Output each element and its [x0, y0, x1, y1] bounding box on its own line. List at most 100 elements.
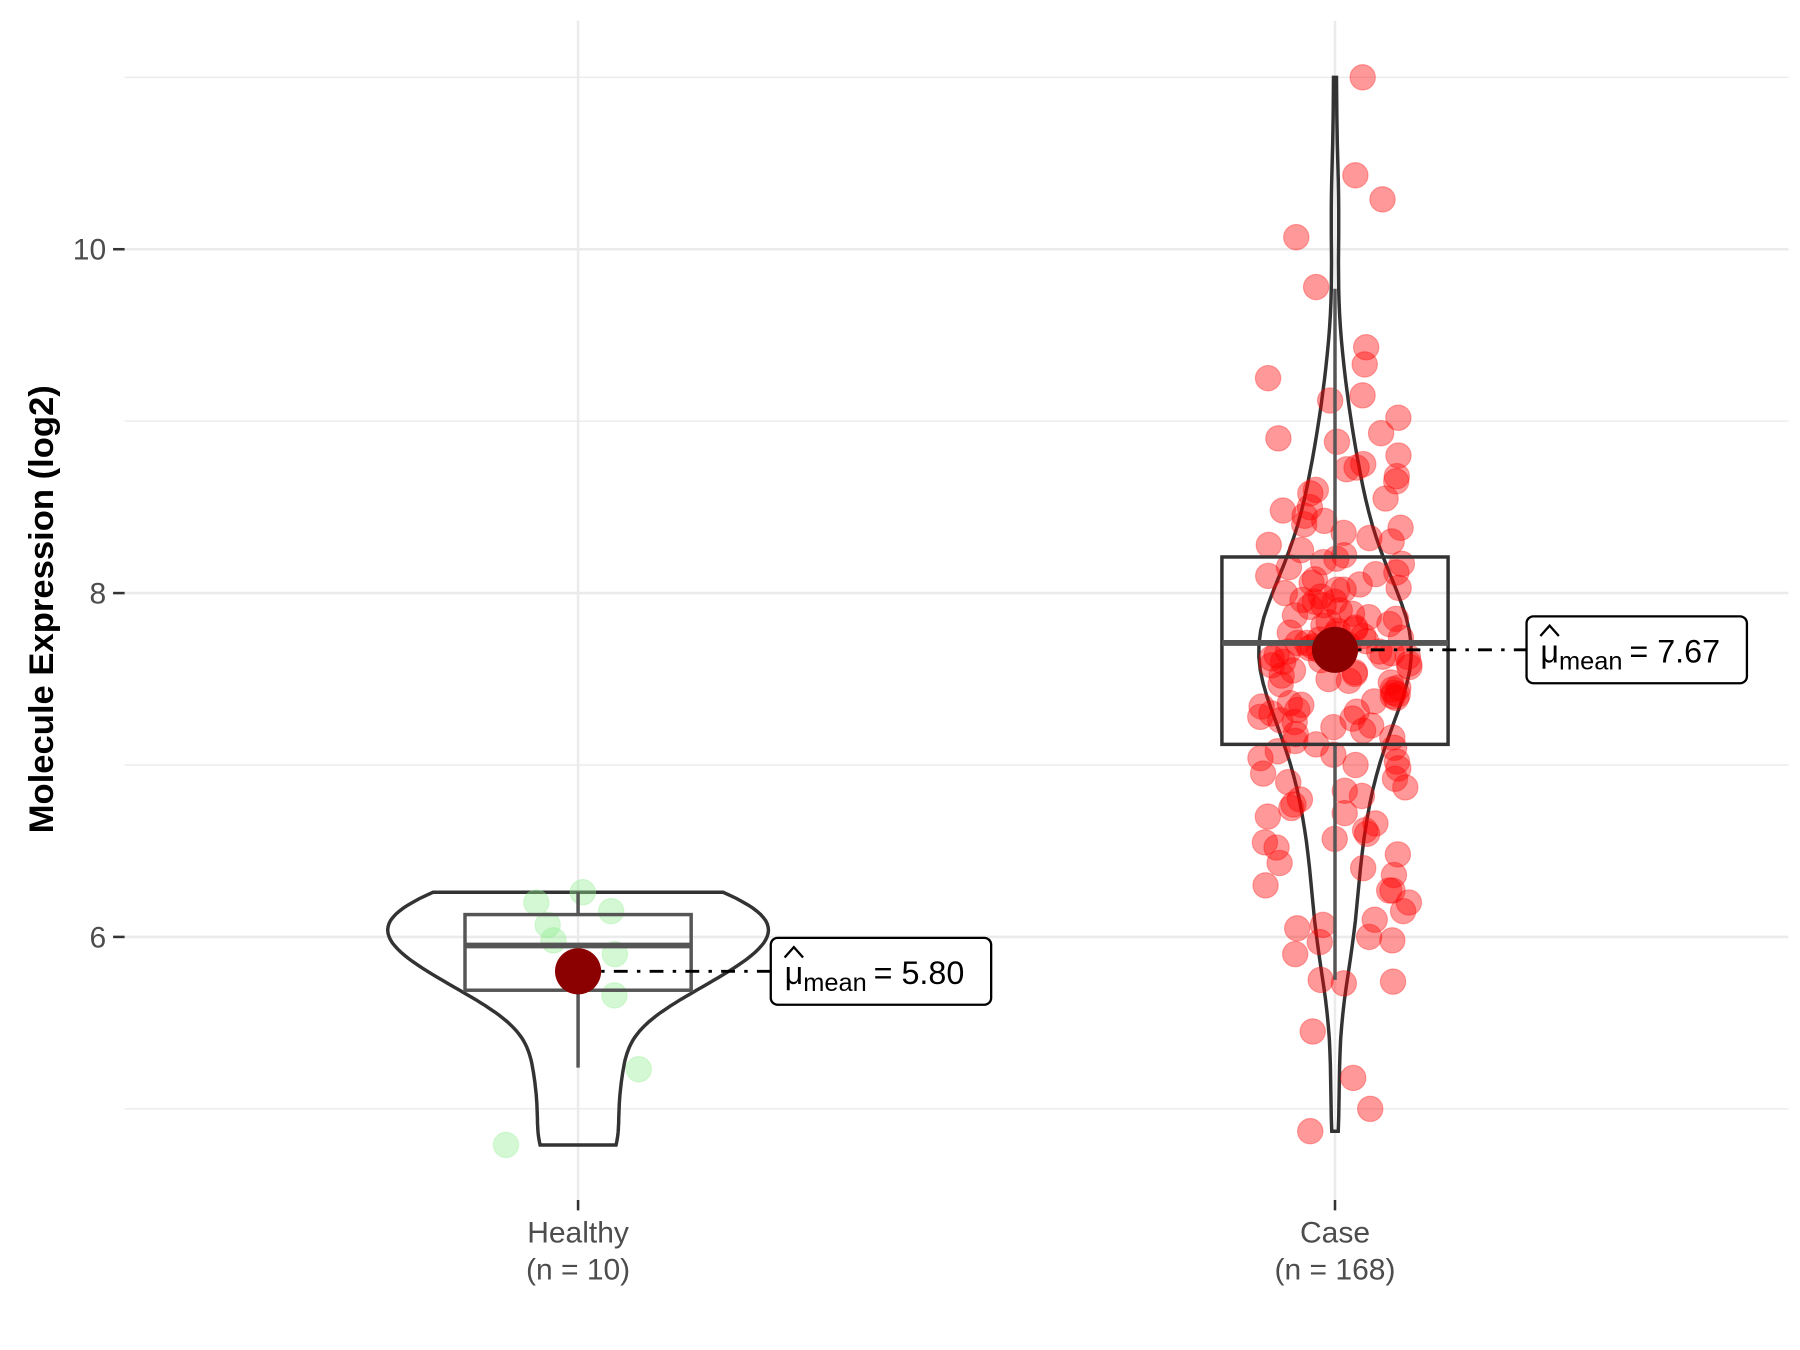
data-point [1298, 569, 1325, 597]
data-point [1383, 462, 1411, 490]
data-point [1268, 662, 1295, 689]
data-point [1291, 502, 1318, 529]
data-point [1269, 648, 1297, 676]
data-point [1355, 923, 1383, 951]
data-point [1387, 514, 1414, 542]
data-point [1331, 777, 1359, 805]
data-point [1282, 727, 1309, 755]
data-point [1372, 485, 1399, 512]
data-point [1330, 970, 1358, 997]
data-point [1326, 597, 1354, 624]
data-point [1351, 351, 1378, 378]
data-point [1307, 966, 1335, 994]
mean-subscript: mean [803, 969, 866, 997]
data-point [1343, 698, 1371, 725]
data-point [1375, 877, 1403, 904]
data-point [1383, 748, 1411, 775]
data-point [597, 897, 625, 925]
data-point [1296, 493, 1324, 521]
data-point [1377, 669, 1405, 696]
data-point [1349, 382, 1376, 409]
data-point [1389, 897, 1417, 925]
data-point [1323, 428, 1351, 456]
data-point [492, 1131, 520, 1159]
data-point [1380, 861, 1408, 889]
data-point [1385, 755, 1412, 782]
data-point [1382, 605, 1410, 633]
data-point [1290, 511, 1318, 538]
data-point [1355, 603, 1383, 631]
data-point [1249, 760, 1277, 787]
data-point [1367, 419, 1395, 447]
data-point [1266, 849, 1293, 877]
data-point [1282, 720, 1309, 748]
data-point [1395, 889, 1423, 916]
data-point [523, 889, 550, 916]
data-point [1396, 653, 1423, 681]
mean-label: μmean = 5.80 [785, 955, 965, 997]
data-point [1385, 674, 1412, 701]
data-point [1283, 223, 1310, 251]
data-point [1297, 480, 1324, 507]
mean-value: = 7.67 [1629, 634, 1720, 670]
x-tick-n-label: (n = 168) [1275, 1254, 1396, 1287]
mean-symbol: μ [1540, 634, 1559, 670]
data-point [1351, 817, 1379, 844]
data-point [1281, 940, 1309, 968]
mean-symbol: μ [785, 955, 804, 991]
y-axis-title: Molecule Expression (log2) [23, 385, 61, 833]
data-point [1385, 442, 1412, 469]
data-point [1379, 676, 1406, 703]
data-point [1362, 810, 1389, 837]
mean-value: = 5.80 [874, 955, 965, 991]
hat-icon [783, 945, 804, 959]
data-point [1281, 602, 1309, 629]
data-point [1274, 768, 1302, 796]
data-point [1258, 700, 1285, 727]
data-point [1302, 476, 1330, 504]
data-point [1342, 751, 1369, 779]
data-point [1362, 560, 1389, 588]
data-point [1276, 689, 1304, 717]
data-point [1361, 906, 1389, 933]
data-point [534, 911, 561, 939]
mean-label: μmean = 7.67 [1540, 634, 1720, 676]
data-point [540, 927, 567, 954]
data-point [1288, 691, 1315, 719]
data-point [1302, 273, 1330, 301]
violin-outline [385, 890, 771, 1147]
data-point [1281, 708, 1308, 736]
mean-label-box [769, 936, 993, 1006]
data-point [1301, 588, 1328, 615]
data-point [1254, 562, 1282, 590]
data-point [1283, 915, 1311, 942]
data-point [1369, 643, 1397, 670]
data-point [1323, 576, 1351, 603]
data-point [1379, 968, 1407, 995]
data-point [1380, 679, 1407, 707]
data-point [1339, 705, 1366, 732]
group-case: μmean = 7.67 [1220, 64, 1749, 1145]
data-point [1395, 650, 1423, 677]
data-point [1331, 799, 1358, 827]
data-point [1306, 928, 1334, 956]
data-point [1271, 579, 1299, 607]
data-point [1330, 576, 1357, 603]
mean-point [1311, 626, 1359, 673]
data-point [1252, 872, 1279, 899]
y-tick-label: 8 [89, 577, 106, 610]
data-point [1321, 588, 1348, 615]
hat-icon [1539, 623, 1560, 637]
data-point [1385, 404, 1412, 431]
data-point [1269, 497, 1297, 524]
data-point [1383, 559, 1410, 586]
data-point [1378, 528, 1405, 555]
data-point [1356, 1095, 1384, 1123]
data-point [1376, 610, 1403, 638]
data-point [1263, 834, 1290, 861]
data-point [1379, 927, 1406, 954]
data-point [569, 878, 597, 906]
data-point [1350, 450, 1377, 478]
data-point [1311, 507, 1338, 535]
